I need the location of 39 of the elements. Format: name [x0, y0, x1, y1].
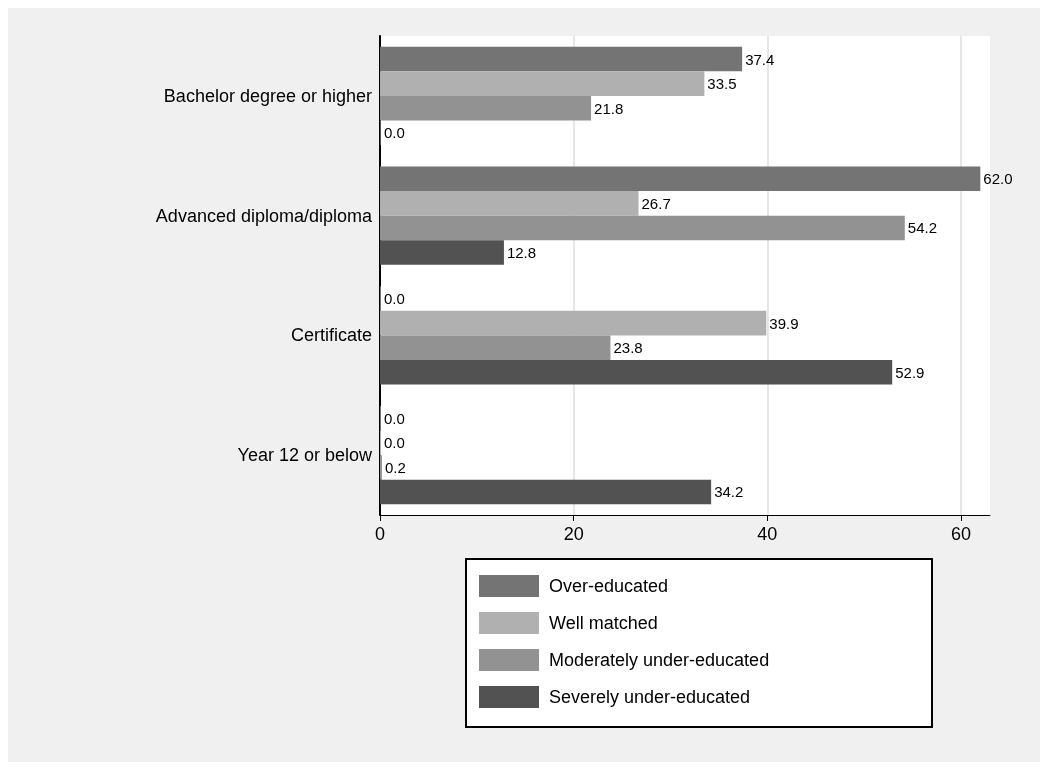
legend-label: Severely under-educated: [549, 686, 751, 708]
data-label: 33.5: [707, 75, 737, 93]
data-label: 54.2: [907, 219, 937, 237]
y-tick-label: Bachelor degree or higher: [163, 85, 372, 106]
bar: [380, 166, 981, 192]
bar: [380, 215, 905, 241]
data-label: 26.7: [641, 194, 671, 212]
data-label: 0.0: [384, 290, 405, 308]
bar: [380, 359, 893, 385]
data-label: 12.8: [506, 243, 537, 261]
bar: [380, 240, 504, 265]
data-label: 0.2: [384, 458, 406, 476]
bar: [380, 479, 712, 505]
data-label: 21.8: [594, 99, 624, 117]
x-tick-label: 20: [563, 524, 584, 544]
bar: [380, 46, 743, 72]
data-label: 0.0: [384, 409, 405, 427]
bar: [380, 95, 592, 121]
y-tick-label: Year 12 or below: [237, 445, 373, 466]
bar: [380, 310, 767, 336]
bar: [380, 191, 639, 216]
data-label: 62.0: [983, 170, 1013, 188]
data-label: 0.0: [384, 124, 405, 142]
bar: [380, 71, 705, 96]
legend-label: Well matched: [549, 612, 658, 634]
x-tick-label: 0: [374, 524, 386, 544]
x-tick-label: 60: [950, 524, 971, 544]
data-label: 37.4: [745, 50, 775, 68]
legend-label: Moderately under-educated: [549, 649, 770, 671]
x-tick-label: 40: [757, 524, 778, 544]
y-tick-label: Certificate: [290, 325, 372, 346]
data-label: 39.9: [769, 314, 799, 332]
data-label: 0.0: [384, 434, 405, 452]
bar: [380, 335, 611, 360]
legend-label: Over-educated: [549, 575, 669, 597]
data-label: 34.2: [714, 483, 744, 501]
data-label: 52.9: [895, 363, 925, 381]
data-label: 23.8: [613, 339, 643, 357]
y-tick-label: Advanced diploma/diploma: [155, 205, 373, 226]
